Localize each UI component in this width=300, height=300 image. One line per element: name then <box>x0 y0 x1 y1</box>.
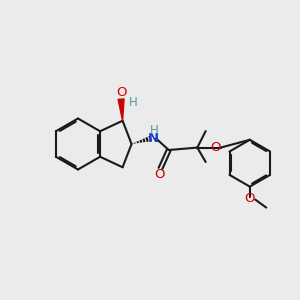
Text: H: H <box>129 96 137 109</box>
Text: O: O <box>116 86 126 99</box>
Polygon shape <box>118 99 124 121</box>
Text: O: O <box>210 141 220 154</box>
Text: N: N <box>148 132 159 145</box>
Text: H: H <box>149 124 158 137</box>
Text: O: O <box>154 168 165 181</box>
Text: O: O <box>244 191 255 205</box>
